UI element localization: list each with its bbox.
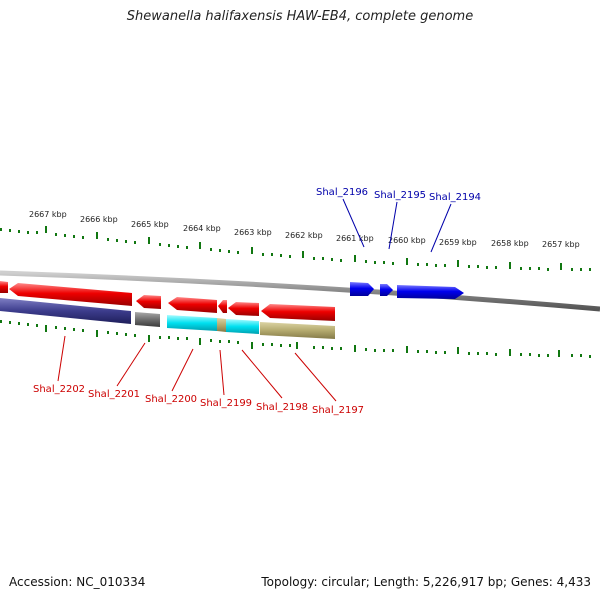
reverse-genes (0, 281, 335, 321)
gene-label: Shal_2198 (256, 402, 308, 413)
gene-arrow-shal-2199[interactable] (218, 300, 227, 313)
scale-label: 2660 kbp (388, 236, 426, 245)
cog-bars (0, 298, 335, 339)
gene-arrow-shal-2197[interactable] (261, 304, 335, 321)
gene-arrow-shal-2200[interactable] (168, 297, 217, 313)
gene-arrow-shal-2202-prev[interactable] (0, 281, 8, 293)
genome-backbone (0, 270, 600, 312)
accession-label: Accession: NC_010334 (9, 575, 146, 589)
gene-label: Shal_2201 (88, 389, 140, 400)
gene-arrow-shal-2201[interactable] (136, 295, 161, 309)
scale-labels: 2667 kbp 2666 kbp 2665 kbp 2664 kbp 2663… (29, 210, 580, 249)
scale-label: 2657 kbp (542, 240, 580, 249)
upper-scale (0, 226, 591, 271)
cog-bar-grey (135, 312, 160, 327)
cog-bar-navy (0, 298, 131, 324)
cog-bar-khaki (260, 322, 335, 339)
scale-label: 2667 kbp (29, 210, 67, 219)
gene-arrow-shal-2195[interactable] (380, 284, 393, 296)
gene-arrow-shal-2202[interactable] (9, 283, 132, 306)
forward-leaders (342, 198, 452, 253)
gene-label: Shal_2202 (33, 384, 85, 395)
lower-scale (0, 320, 591, 358)
cog-bar-cyan (167, 315, 217, 331)
scale-label: 2664 kbp (183, 224, 221, 233)
gene-label: Shal_2200 (145, 394, 197, 405)
scale-label: 2662 kbp (285, 231, 323, 240)
scale-label: 2665 kbp (131, 220, 169, 229)
gene-label: Shal_2194 (429, 192, 481, 203)
cog-bar-cyan (226, 319, 259, 334)
scale-label: 2666 kbp (80, 215, 118, 224)
reverse-gene-labels: Shal_2202 Shal_2201 Shal_2200 Shal_2199 … (33, 384, 364, 416)
scale-label: 2661 kbp (336, 234, 374, 243)
gene-label: Shal_2196 (316, 187, 368, 198)
scale-label: 2659 kbp (439, 238, 477, 247)
gene-arrow-shal-2198[interactable] (228, 302, 259, 316)
cog-bar-khaki-small (217, 318, 226, 332)
gene-arrow-shal-2196[interactable] (350, 282, 374, 296)
gene-label: Shal_2195 (374, 190, 426, 201)
genome-title: Shewanella halifaxensis HAW-EB4, complet… (126, 9, 474, 24)
scale-label: 2658 kbp (491, 239, 529, 248)
genome-summary: Topology: circular; Length: 5,226,917 bp… (261, 575, 591, 589)
forward-gene-labels: Shal_2196 Shal_2195 Shal_2194 (316, 187, 481, 203)
scale-label: 2663 kbp (234, 228, 272, 237)
gene-arrow-shal-2194[interactable] (397, 285, 464, 299)
gene-label: Shal_2199 (200, 398, 252, 409)
gene-label: Shal_2197 (312, 405, 364, 416)
forward-genes (350, 282, 464, 299)
reverse-leaders (57, 335, 337, 402)
